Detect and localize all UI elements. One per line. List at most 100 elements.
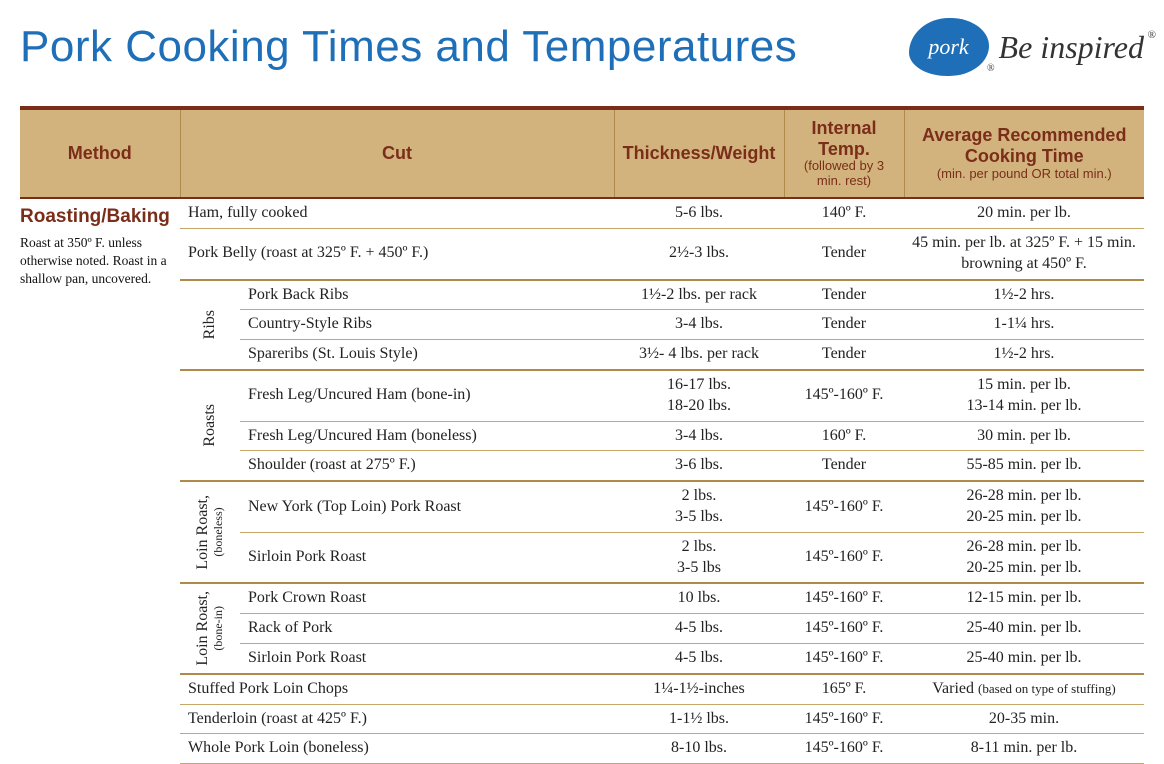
col-temp-sub: (followed by 3 min. rest) xyxy=(791,159,898,189)
weight-cell: 3½- 4 lbs. per rack xyxy=(614,340,784,370)
weight-cell: 2 lbs.3-5 lbs. xyxy=(614,481,784,532)
temp-cell: 160º F. xyxy=(784,421,904,451)
cut-cell: Pork Crown Roast xyxy=(240,583,614,613)
time-cell: Varied (based on type of stuffing) xyxy=(904,674,1144,704)
weight-cell: 4-5 lbs. xyxy=(614,644,784,674)
time-small: (based on type of stuffing) xyxy=(978,681,1116,696)
group-loin-boneless-main: Loin Roast, xyxy=(194,495,211,570)
cut-cell: Whole Pork Loin (boneless) xyxy=(180,734,614,764)
cut-cell: Sirloin Pork Roast xyxy=(240,644,614,674)
cut-cell: New York (Top Loin) Pork Roast xyxy=(240,481,614,532)
col-cut: Cut xyxy=(180,108,614,198)
cut-cell: Country-Style Ribs xyxy=(240,310,614,340)
time-cell: 15 min. per lb.13-14 min. per lb. xyxy=(904,370,1144,421)
group-loin-bonein-label: Loin Roast, (bone-in) xyxy=(195,591,224,666)
group-roasts-label: Roasts xyxy=(202,404,219,447)
temp-cell: Tender xyxy=(784,340,904,370)
time-cell: 55-85 min. per lb. xyxy=(904,451,1144,481)
time-cell: 1-1¼ hrs. xyxy=(904,310,1144,340)
group-ribs-label: Ribs xyxy=(202,310,219,339)
table-row: Roasting/Baking Roast at 350º F. unless … xyxy=(20,198,1144,228)
temp-cell: 145º-160º F. xyxy=(784,734,904,764)
temp-cell: 145º-160º F. xyxy=(784,644,904,674)
group-loin-bonein-sub: (bone-in) xyxy=(212,591,225,666)
table-header-row: Method Cut Thickness/Weight Internal Tem… xyxy=(20,108,1144,198)
cut-cell: Ham, fully cooked xyxy=(180,198,614,228)
temp-cell: 165º F. xyxy=(784,674,904,704)
table-row: Pork Belly (roast at 325º F. + 450º F.) … xyxy=(20,229,1144,280)
col-time-sub: (min. per pound OR total min.) xyxy=(911,167,1139,182)
temp-cell: Tender xyxy=(784,229,904,280)
col-temp-label: Internal Temp. xyxy=(811,118,876,159)
brand-logo: pork Be inspired xyxy=(909,18,1144,76)
time-cell: 26-28 min. per lb.20-25 min. per lb. xyxy=(904,481,1144,532)
cut-cell: Pork Belly (roast at 325º F. + 450º F.) xyxy=(180,229,614,280)
page-title: Pork Cooking Times and Temperatures xyxy=(20,22,797,72)
weight-cell: 4-5 lbs. xyxy=(614,614,784,644)
group-roasts: Roasts xyxy=(180,370,240,481)
col-time: Average Recommended Cooking Time (min. p… xyxy=(904,108,1144,198)
cut-cell: Rack of Pork xyxy=(240,614,614,644)
time-cell: 20-35 min. xyxy=(904,704,1144,734)
col-time-label: Average Recommended Cooking Time xyxy=(922,125,1126,166)
group-loin-boneless-sub: (boneless) xyxy=(212,495,225,570)
weight-cell: 1¼-1½-inches xyxy=(614,674,784,704)
time-cell: 1½-2 hrs. xyxy=(904,340,1144,370)
temp-cell: Tender xyxy=(784,310,904,340)
weight-cell: 5-6 lbs. xyxy=(614,198,784,228)
time-cell: 12-15 min. per lb. xyxy=(904,583,1144,613)
time-cell: 8-11 min. per lb. xyxy=(904,734,1144,764)
col-method: Method xyxy=(20,108,180,198)
table-row: Loin Roast, (bone-in) Pork Crown Roast 1… xyxy=(20,583,1144,613)
table-row: Roasts Fresh Leg/Uncured Ham (bone-in) 1… xyxy=(20,370,1144,421)
col-thickness: Thickness/Weight xyxy=(614,108,784,198)
time-cell: 20 min. per lb. xyxy=(904,198,1144,228)
time-prefix: Varied xyxy=(932,680,978,697)
pork-badge-icon: pork xyxy=(909,18,989,76)
group-loin-boneless: Loin Roast, (boneless) xyxy=(180,481,240,583)
col-temp: Internal Temp. (followed by 3 min. rest) xyxy=(784,108,904,198)
weight-cell: 2½-3 lbs. xyxy=(614,229,784,280)
time-cell: 26-28 min. per lb.20-25 min. per lb. xyxy=(904,532,1144,583)
temp-cell: 145º-160º F. xyxy=(784,370,904,421)
table-row: Loin Roast, (boneless) New York (Top Loi… xyxy=(20,481,1144,532)
cut-cell: Fresh Leg/Uncured Ham (boneless) xyxy=(240,421,614,451)
table-row: Stuffed Pork Loin Chops 1¼-1½-inches 165… xyxy=(20,674,1144,704)
group-loin-bonein-main: Loin Roast, xyxy=(194,591,211,666)
weight-cell: 1-1½ lbs. xyxy=(614,704,784,734)
cut-cell: Stuffed Pork Loin Chops xyxy=(180,674,614,704)
temp-cell: 140º F. xyxy=(784,198,904,228)
cut-cell: Spareribs (St. Louis Style) xyxy=(240,340,614,370)
cooking-table: Method Cut Thickness/Weight Internal Tem… xyxy=(20,106,1144,764)
temp-cell: 145º-160º F. xyxy=(784,583,904,613)
group-ribs: Ribs xyxy=(180,280,240,370)
table-row: Tenderloin (roast at 425º F.) 1-1½ lbs. … xyxy=(20,704,1144,734)
time-cell: 1½-2 hrs. xyxy=(904,280,1144,310)
temp-cell: 145º-160º F. xyxy=(784,532,904,583)
cut-cell: Fresh Leg/Uncured Ham (bone-in) xyxy=(240,370,614,421)
temp-cell: Tender xyxy=(784,451,904,481)
weight-cell: 3-6 lbs. xyxy=(614,451,784,481)
weight-cell: 2 lbs.3-5 lbs xyxy=(614,532,784,583)
cut-cell: Pork Back Ribs xyxy=(240,280,614,310)
temp-cell: 145º-160º F. xyxy=(784,614,904,644)
cut-cell: Shoulder (roast at 275º F.) xyxy=(240,451,614,481)
weight-cell: 16-17 lbs.18-20 lbs. xyxy=(614,370,784,421)
temp-cell: 145º-160º F. xyxy=(784,481,904,532)
time-cell: 25-40 min. per lb. xyxy=(904,644,1144,674)
cut-cell: Tenderloin (roast at 425º F.) xyxy=(180,704,614,734)
weight-cell: 3-4 lbs. xyxy=(614,310,784,340)
page-header: Pork Cooking Times and Temperatures pork… xyxy=(20,18,1144,76)
weight-cell: 10 lbs. xyxy=(614,583,784,613)
cut-cell: Sirloin Pork Roast xyxy=(240,532,614,583)
brand-tagline: Be inspired xyxy=(999,29,1144,66)
weight-cell: 3-4 lbs. xyxy=(614,421,784,451)
time-cell: 25-40 min. per lb. xyxy=(904,614,1144,644)
time-cell: 45 min. per lb. at 325º F. + 15 min. bro… xyxy=(904,229,1144,280)
temp-cell: Tender xyxy=(784,280,904,310)
method-cell: Roasting/Baking Roast at 350º F. unless … xyxy=(20,198,180,763)
table-row: Whole Pork Loin (boneless) 8-10 lbs. 145… xyxy=(20,734,1144,764)
table-row: Ribs Pork Back Ribs 1½-2 lbs. per rack T… xyxy=(20,280,1144,310)
method-name: Roasting/Baking xyxy=(20,205,170,230)
group-loin-bonein: Loin Roast, (bone-in) xyxy=(180,583,240,673)
